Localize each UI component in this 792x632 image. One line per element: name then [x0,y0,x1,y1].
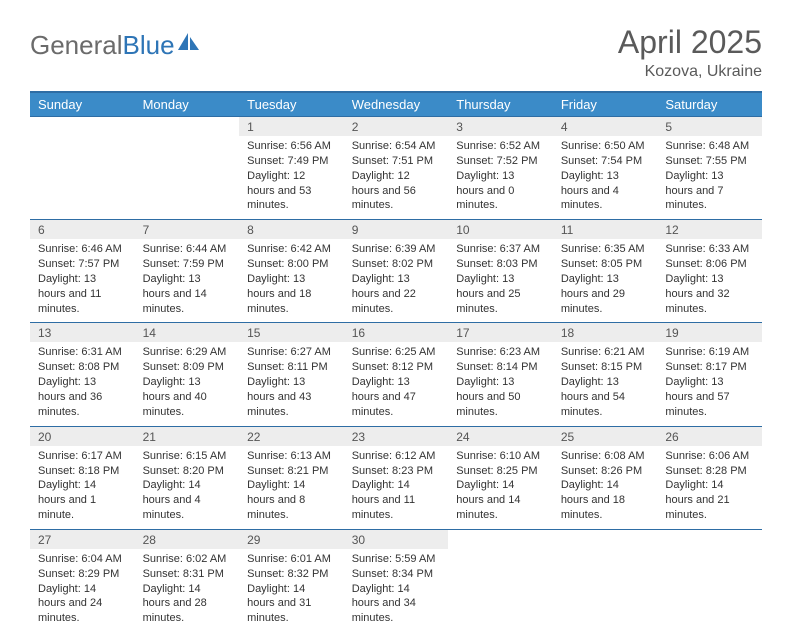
day-content-cell: Sunrise: 6:39 AMSunset: 8:02 PMDaylight:… [344,239,449,323]
day-content-cell: Sunrise: 6:56 AMSunset: 7:49 PMDaylight:… [239,136,344,220]
day-content-cell: Sunrise: 6:33 AMSunset: 8:06 PMDaylight:… [657,239,762,323]
day-header: Tuesday [239,92,344,117]
day-number-cell: 14 [135,323,240,343]
day-content-cell: Sunrise: 6:15 AMSunset: 8:20 PMDaylight:… [135,446,240,530]
day-content-cell: Sunrise: 6:13 AMSunset: 8:21 PMDaylight:… [239,446,344,530]
day-content-cell [657,549,762,632]
day-number-cell: 2 [344,117,449,137]
day-number-cell: 11 [553,220,658,240]
day-content-cell: Sunrise: 6:19 AMSunset: 8:17 PMDaylight:… [657,342,762,426]
day-content-cell [553,549,658,632]
day-content-cell: Sunrise: 6:29 AMSunset: 8:09 PMDaylight:… [135,342,240,426]
day-number-cell: 28 [135,529,240,549]
day-header: Wednesday [344,92,449,117]
day-header: Sunday [30,92,135,117]
calendar-body: 12345Sunrise: 6:56 AMSunset: 7:49 PMDayl… [30,117,762,632]
week-content-row: Sunrise: 6:17 AMSunset: 8:18 PMDaylight:… [30,446,762,530]
day-header: Monday [135,92,240,117]
day-content-cell: Sunrise: 6:50 AMSunset: 7:54 PMDaylight:… [553,136,658,220]
day-content-cell: Sunrise: 6:17 AMSunset: 8:18 PMDaylight:… [30,446,135,530]
day-content-cell: Sunrise: 6:35 AMSunset: 8:05 PMDaylight:… [553,239,658,323]
page-title: April 2025 [618,24,762,61]
day-number-cell: 1 [239,117,344,137]
week-content-row: Sunrise: 6:56 AMSunset: 7:49 PMDaylight:… [30,136,762,220]
week-daynum-row: 20212223242526 [30,426,762,446]
day-content-cell: Sunrise: 6:54 AMSunset: 7:51 PMDaylight:… [344,136,449,220]
day-number-cell: 13 [30,323,135,343]
week-daynum-row: 12345 [30,117,762,137]
day-number-cell [657,529,762,549]
day-number-cell: 10 [448,220,553,240]
day-content-cell [448,549,553,632]
day-number-cell [30,117,135,137]
day-number-cell [448,529,553,549]
week-daynum-row: 6789101112 [30,220,762,240]
day-content-cell: Sunrise: 6:31 AMSunset: 8:08 PMDaylight:… [30,342,135,426]
header: GeneralBlue April 2025 Kozova, Ukraine [30,24,762,81]
day-number-cell: 26 [657,426,762,446]
day-number-cell: 30 [344,529,449,549]
day-number-cell: 15 [239,323,344,343]
logo-sail-icon [178,33,200,58]
day-number-cell [135,117,240,137]
day-content-cell: Sunrise: 6:46 AMSunset: 7:57 PMDaylight:… [30,239,135,323]
day-number-cell: 4 [553,117,658,137]
logo-part2: Blue [123,30,175,60]
day-number-cell: 3 [448,117,553,137]
day-content-cell: Sunrise: 6:52 AMSunset: 7:52 PMDaylight:… [448,136,553,220]
day-content-cell: Sunrise: 6:25 AMSunset: 8:12 PMDaylight:… [344,342,449,426]
day-content-cell: Sunrise: 6:10 AMSunset: 8:25 PMDaylight:… [448,446,553,530]
week-content-row: Sunrise: 6:04 AMSunset: 8:29 PMDaylight:… [30,549,762,632]
day-number-cell: 27 [30,529,135,549]
day-content-cell: Sunrise: 6:12 AMSunset: 8:23 PMDaylight:… [344,446,449,530]
day-content-cell [30,136,135,220]
week-daynum-row: 13141516171819 [30,323,762,343]
week-content-row: Sunrise: 6:46 AMSunset: 7:57 PMDaylight:… [30,239,762,323]
day-content-cell: Sunrise: 6:21 AMSunset: 8:15 PMDaylight:… [553,342,658,426]
day-number-cell: 20 [30,426,135,446]
calendar-table: SundayMondayTuesdayWednesdayThursdayFrid… [30,91,762,632]
day-header: Friday [553,92,658,117]
day-content-cell: Sunrise: 6:06 AMSunset: 8:28 PMDaylight:… [657,446,762,530]
week-daynum-row: 27282930 [30,529,762,549]
day-content-cell: Sunrise: 6:01 AMSunset: 8:32 PMDaylight:… [239,549,344,632]
day-number-cell: 19 [657,323,762,343]
day-content-cell: Sunrise: 6:48 AMSunset: 7:55 PMDaylight:… [657,136,762,220]
page-subtitle: Kozova, Ukraine [618,63,762,81]
day-number-cell: 7 [135,220,240,240]
logo: GeneralBlue [30,24,200,61]
day-number-cell: 21 [135,426,240,446]
day-number-cell [553,529,658,549]
day-number-cell: 16 [344,323,449,343]
day-content-cell: Sunrise: 6:23 AMSunset: 8:14 PMDaylight:… [448,342,553,426]
logo-text: GeneralBlue [30,30,175,61]
day-number-cell: 23 [344,426,449,446]
day-number-cell: 6 [30,220,135,240]
day-header: Thursday [448,92,553,117]
day-number-cell: 5 [657,117,762,137]
title-block: April 2025 Kozova, Ukraine [618,24,762,81]
logo-part1: General [30,30,123,60]
day-number-cell: 12 [657,220,762,240]
day-content-cell: Sunrise: 5:59 AMSunset: 8:34 PMDaylight:… [344,549,449,632]
day-content-cell: Sunrise: 6:44 AMSunset: 7:59 PMDaylight:… [135,239,240,323]
day-header: Saturday [657,92,762,117]
day-number-cell: 8 [239,220,344,240]
day-content-cell: Sunrise: 6:02 AMSunset: 8:31 PMDaylight:… [135,549,240,632]
day-content-cell: Sunrise: 6:27 AMSunset: 8:11 PMDaylight:… [239,342,344,426]
day-number-cell: 25 [553,426,658,446]
day-number-cell: 17 [448,323,553,343]
week-content-row: Sunrise: 6:31 AMSunset: 8:08 PMDaylight:… [30,342,762,426]
day-number-cell: 22 [239,426,344,446]
day-content-cell: Sunrise: 6:04 AMSunset: 8:29 PMDaylight:… [30,549,135,632]
day-number-cell: 18 [553,323,658,343]
day-content-cell: Sunrise: 6:37 AMSunset: 8:03 PMDaylight:… [448,239,553,323]
day-header-row: SundayMondayTuesdayWednesdayThursdayFrid… [30,92,762,117]
day-number-cell: 29 [239,529,344,549]
day-content-cell [135,136,240,220]
day-number-cell: 9 [344,220,449,240]
day-number-cell: 24 [448,426,553,446]
day-content-cell: Sunrise: 6:08 AMSunset: 8:26 PMDaylight:… [553,446,658,530]
day-content-cell: Sunrise: 6:42 AMSunset: 8:00 PMDaylight:… [239,239,344,323]
